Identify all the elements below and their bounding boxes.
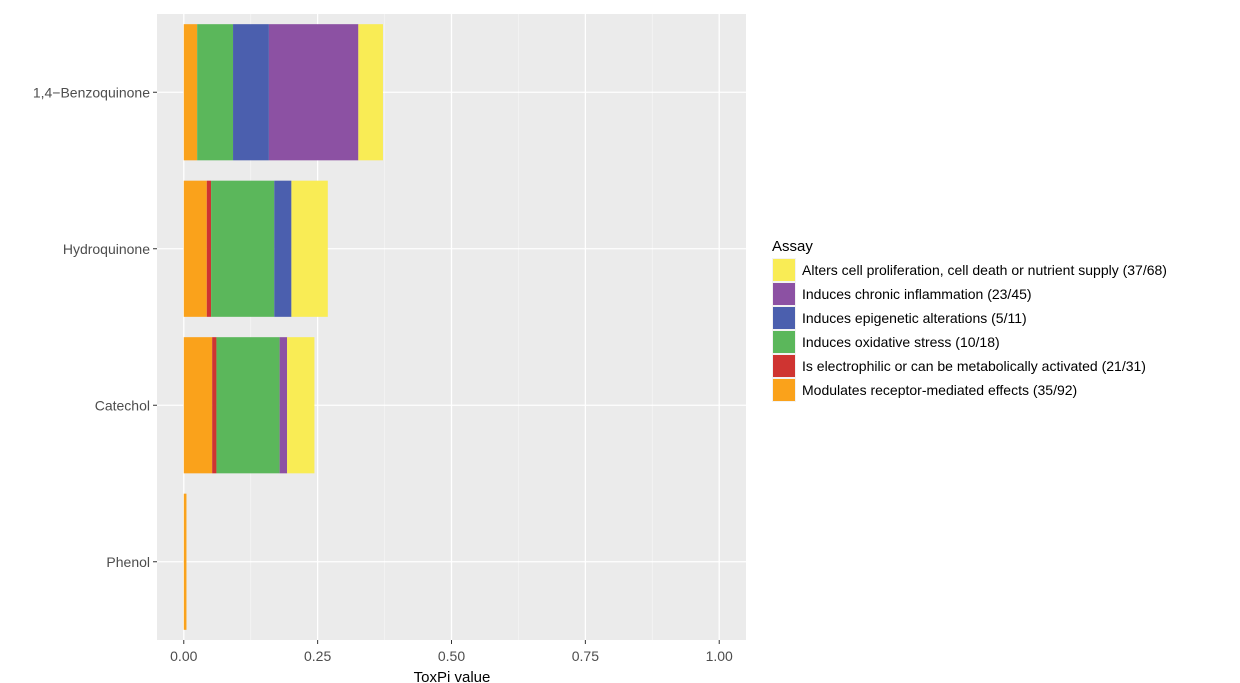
- bar-segment: [184, 337, 212, 473]
- y-tick-label: Hydroquinone: [63, 241, 150, 257]
- bar-segment: [280, 337, 287, 473]
- x-tick-label: 0.75: [572, 648, 599, 664]
- legend-label: Modulates receptor-mediated effects (35/…: [802, 382, 1077, 398]
- legend-swatch: [773, 259, 795, 281]
- legend-swatch: [773, 379, 795, 401]
- legend-swatch: [773, 307, 795, 329]
- bar-segment: [207, 181, 211, 317]
- bar-segment: [212, 337, 216, 473]
- bar-segment: [184, 494, 187, 630]
- legend-label: Induces oxidative stress (10/18): [802, 334, 1000, 350]
- legend-label: Alters cell proliferation, cell death or…: [802, 262, 1167, 278]
- bar-segment: [211, 181, 274, 317]
- x-tick-label: 0.25: [304, 648, 331, 664]
- bar-segment: [287, 337, 314, 473]
- bar-segment: [197, 24, 233, 160]
- bar-segment: [184, 181, 207, 317]
- y-axis: 1,4−Benzoquinone Hydroquinone Catechol Phen…: [33, 84, 157, 570]
- legend-label: Induces epigenetic alterations (5/11): [802, 310, 1027, 326]
- bar-segment: [358, 24, 383, 160]
- y-tick-label: Catechol: [95, 397, 150, 413]
- bar-segment: [274, 181, 291, 317]
- x-tick-label: 0.50: [438, 648, 465, 664]
- bar-segment: [291, 181, 327, 317]
- x-tick-label: 1.00: [706, 648, 733, 664]
- y-tick-label: 1,4−Benzoquinone: [33, 84, 150, 100]
- x-tick-label: 0.00: [170, 648, 197, 664]
- bar-segment: [184, 24, 197, 160]
- bar-segment: [216, 337, 279, 473]
- x-axis-title: ToxPi value: [414, 669, 491, 683]
- legend-label: Induces chronic inflammation (23/45): [802, 286, 1032, 302]
- x-axis: 0.00 0.25 0.50 0.75 1.00: [170, 640, 733, 664]
- bar-segment: [269, 24, 358, 160]
- legend-swatch: [773, 283, 795, 305]
- legend-swatch: [773, 355, 795, 377]
- y-tick-label: Phenol: [106, 554, 150, 570]
- legend: Assay Alters cell proliferation, cell de…: [772, 238, 1167, 402]
- bar-segment: [233, 24, 269, 160]
- legend-swatch: [773, 331, 795, 353]
- legend-title: Assay: [772, 238, 813, 255]
- legend-label: Is electrophilic or can be metabolically…: [802, 358, 1146, 374]
